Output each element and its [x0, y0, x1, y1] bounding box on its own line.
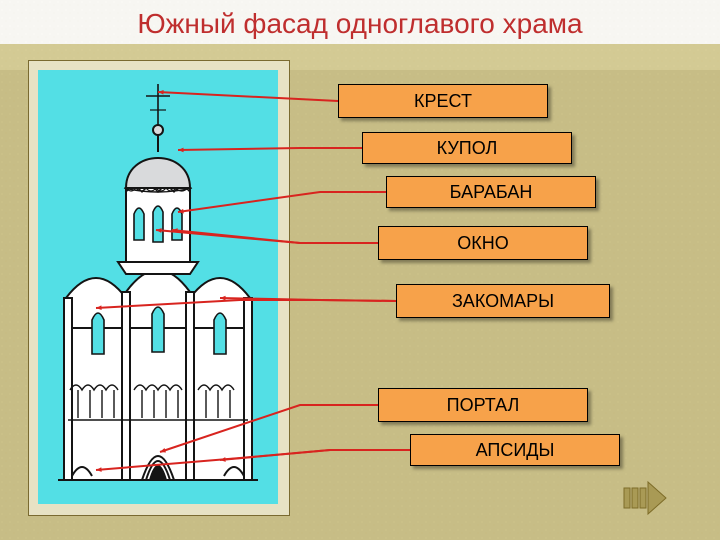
- label-zakomary[interactable]: ЗАКОМАРЫ: [396, 284, 610, 318]
- arrow-right-icon: [620, 478, 668, 518]
- label-portal[interactable]: ПОРТАЛ: [378, 388, 588, 422]
- label-apsidy[interactable]: АПСИДЫ: [410, 434, 620, 466]
- illustration: [38, 70, 278, 504]
- next-arrow-button[interactable]: [620, 478, 668, 518]
- label-krest[interactable]: КРЕСТ: [338, 84, 548, 118]
- church-drawing: [38, 70, 278, 504]
- label-okno[interactable]: ОКНО: [378, 226, 588, 260]
- page-title: Южный фасад одноглавого храма: [0, 8, 720, 40]
- stage: Южный фасад одноглавого храма: [0, 0, 720, 540]
- label-baraban[interactable]: БАРАБАН: [386, 176, 596, 208]
- label-kupol[interactable]: КУПОЛ: [362, 132, 572, 164]
